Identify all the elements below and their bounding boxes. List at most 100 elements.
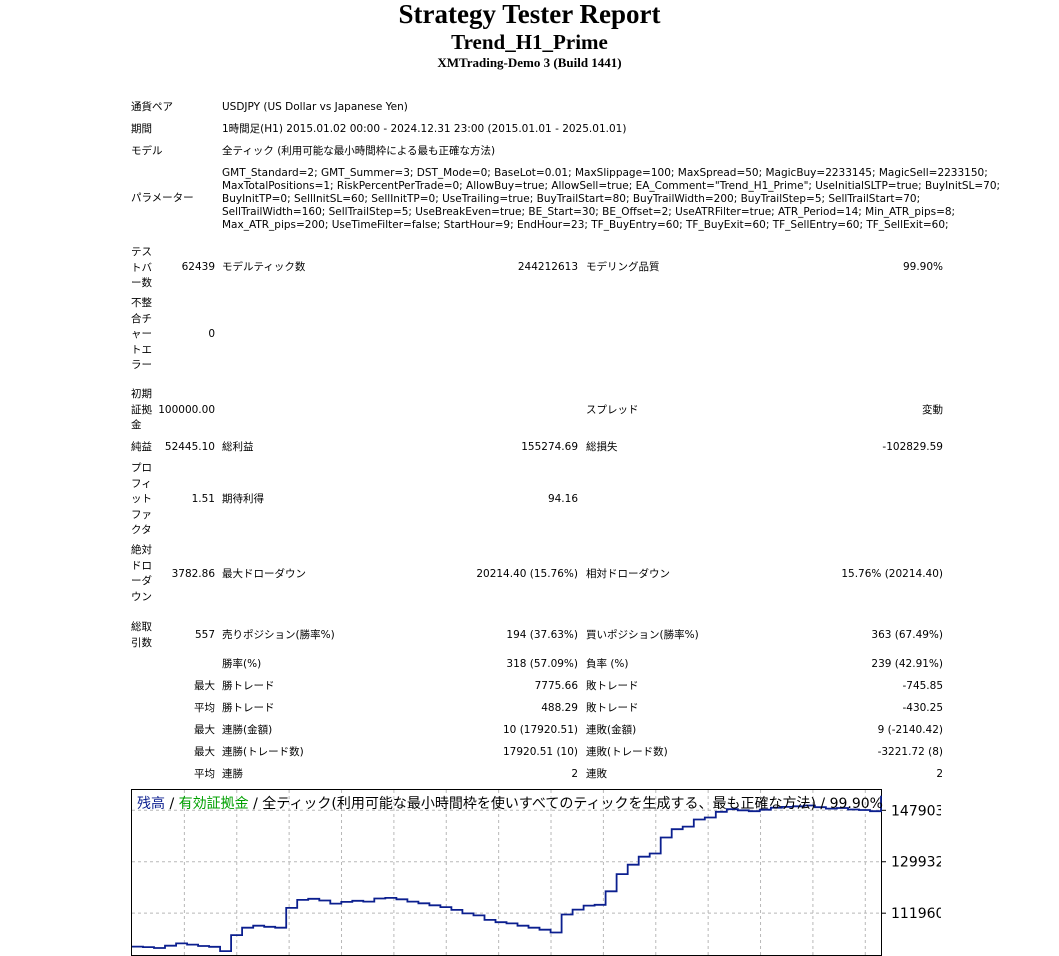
label-line: ファ — [131, 508, 152, 521]
row-value-win: 10 (17920.51) — [503, 724, 578, 736]
quality-value: 99.90% — [902, 261, 943, 273]
params-line: Max_ATR_pips=200; UseTimeFilter=false; S… — [222, 219, 949, 231]
label-line: ウン — [131, 590, 152, 603]
label-line: ー数 — [131, 277, 152, 289]
params-label: パラメーター — [131, 192, 194, 204]
net-value: 52445.10 — [164, 441, 215, 453]
period-value: 1時間足(H1) 2015.01.02 00:00 - 2024.12.31 2… — [222, 123, 627, 135]
quality-label: モデリング品質 — [586, 261, 660, 273]
pf-value: 1.51 — [191, 493, 215, 505]
abs-dd-value: 3782.86 — [171, 568, 215, 580]
bars-value: 62439 — [181, 261, 215, 273]
label-line: 合チ — [131, 312, 152, 325]
label-line: トエ — [131, 343, 152, 356]
row-label-loss: 連敗 — [586, 768, 607, 780]
server-build: XMTrading-Demo 3 (Build 1441) — [437, 55, 622, 70]
row-label-win: 連勝(金額) — [222, 724, 273, 736]
report-title: Strategy Tester Report — [398, 0, 661, 29]
label-line: ーダ — [131, 575, 152, 587]
rel-dd-value: 15.76% (20214.40) — [841, 568, 943, 580]
label-line: トバ — [131, 261, 152, 274]
label-line: プロ — [131, 462, 152, 474]
row-label-win: 連勝(トレード数) — [222, 746, 304, 758]
y-tick-label: 147903 — [891, 803, 941, 819]
row-label-win: 勝トレード — [222, 702, 275, 714]
bars-label: テス トバ ー数 — [131, 245, 152, 292]
label-line: 不整 — [131, 297, 152, 309]
params-line: BuyInitTP=0; SellInitSL=60; SellInitTP=0… — [222, 193, 921, 205]
trades-value: 557 — [194, 629, 215, 641]
label-line: ャー — [131, 328, 152, 340]
symbol-value: USDJPY (US Dollar vs Japanese Yen) — [222, 101, 408, 113]
row-label-loss: 連敗(金額) — [586, 724, 637, 736]
row-prefix: 最大 — [194, 680, 215, 692]
trades-label: 総取 引数 — [131, 620, 152, 651]
legend-model: 全ティック(利用可能な最小時間枠を使いすべてのティックを生成する、最も正確な方法… — [262, 796, 883, 812]
balance-series-line — [132, 795, 882, 952]
mismatch-value: 0 — [208, 328, 215, 340]
label-line: 証拠 — [131, 403, 152, 416]
long-label: 買いポジション(勝率%) — [586, 629, 699, 641]
mismatch-label: 不整 合チ ャー トエ ラー — [131, 296, 152, 374]
model-label: モデル — [131, 145, 163, 157]
balance-chart: 147903 129932 111960 — [131, 789, 941, 956]
model-value: 全ティック (利用可能な最小時間枠による最も正確な方法) — [222, 145, 496, 157]
row-prefix: 平均 — [194, 768, 215, 780]
ticks-label: モデルティック数 — [222, 261, 306, 273]
ea-name: Trend_H1_Prime — [451, 30, 608, 54]
row-label-loss: 連敗(トレード数) — [586, 746, 668, 758]
lossrate-label: 負率 (%) — [586, 658, 629, 670]
deposit-value: 100000.00 — [158, 404, 215, 416]
label-line: ラー — [131, 359, 152, 371]
y-tick-label: 129932 — [891, 855, 941, 871]
ticks-value: 244212613 — [517, 261, 578, 273]
gross-profit-value: 155274.69 — [521, 441, 578, 453]
payoff-label: 期待利得 — [222, 493, 264, 505]
label-line: 絶対 — [131, 544, 152, 556]
label-line: テス — [131, 246, 152, 258]
row-value-loss: -745.85 — [902, 680, 943, 692]
lossrate-value: 239 (42.91%) — [871, 658, 943, 670]
winrate-value: 318 (57.09%) — [506, 658, 578, 670]
row-value-loss: -430.25 — [902, 702, 943, 714]
max-dd-value: 20214.40 (15.76%) — [476, 568, 578, 580]
chart-legend: 残高 / 有効証拠金 / 全ティック(利用可能な最小時間枠を使いすべてのティック… — [137, 793, 883, 813]
params-line: MaxTotalPositions=1; RiskPercentPerTrade… — [222, 180, 1001, 192]
row-value-loss: 2 — [936, 768, 943, 780]
legend-sep: / — [248, 796, 263, 812]
spread-value: 変動 — [922, 404, 943, 416]
row-value-loss: -3221.72 (8) — [877, 746, 943, 758]
winrate-label: 勝率(%) — [222, 658, 262, 670]
row-prefix: 最大 — [194, 746, 215, 758]
long-value: 363 (67.49%) — [871, 629, 943, 641]
abs-dd-label: 絶対 ドロ ーダ ウン — [131, 543, 152, 605]
spread-label: スプレッド — [586, 404, 639, 416]
row-value-win: 7775.66 — [534, 680, 578, 692]
gross-loss-label: 総損失 — [586, 441, 618, 453]
label-line: 金 — [131, 419, 142, 431]
gross-loss-value: -102829.59 — [882, 441, 943, 453]
legend-sep: / — [165, 796, 179, 812]
label-line: 初期 — [131, 388, 152, 400]
label-line: ット — [131, 493, 152, 505]
params-value: GMT_Standard=2; GMT_Summer=3; DST_Mode=0… — [222, 167, 1001, 232]
max-dd-label: 最大ドローダウン — [222, 568, 306, 580]
legend-balance: 残高 — [137, 796, 165, 812]
payoff-value: 94.16 — [547, 493, 578, 505]
deposit-label: 初期 証拠 金 — [131, 387, 152, 434]
row-value-win: 488.29 — [541, 702, 578, 714]
rel-dd-label: 相対ドローダウン — [586, 568, 670, 580]
gross-profit-label: 総利益 — [222, 441, 254, 453]
label-line: ドロ — [131, 559, 152, 572]
label-line: クタ — [131, 524, 152, 536]
params-line: GMT_Standard=2; GMT_Summer=3; DST_Mode=0… — [222, 167, 988, 179]
row-prefix: 最大 — [194, 724, 215, 736]
row-label-win: 連勝 — [222, 768, 243, 780]
row-value-loss: 9 (-2140.42) — [877, 724, 943, 736]
chart-frame — [131, 789, 882, 956]
params-line: SellTrailWidth=160; SellTrailStep=5; Use… — [222, 206, 956, 218]
symbol-label: 通貨ペア — [131, 101, 173, 113]
row-label-loss: 敗トレード — [586, 680, 639, 692]
legend-equity: 有効証拠金 — [178, 796, 249, 812]
short-value: 194 (37.63%) — [506, 629, 578, 641]
